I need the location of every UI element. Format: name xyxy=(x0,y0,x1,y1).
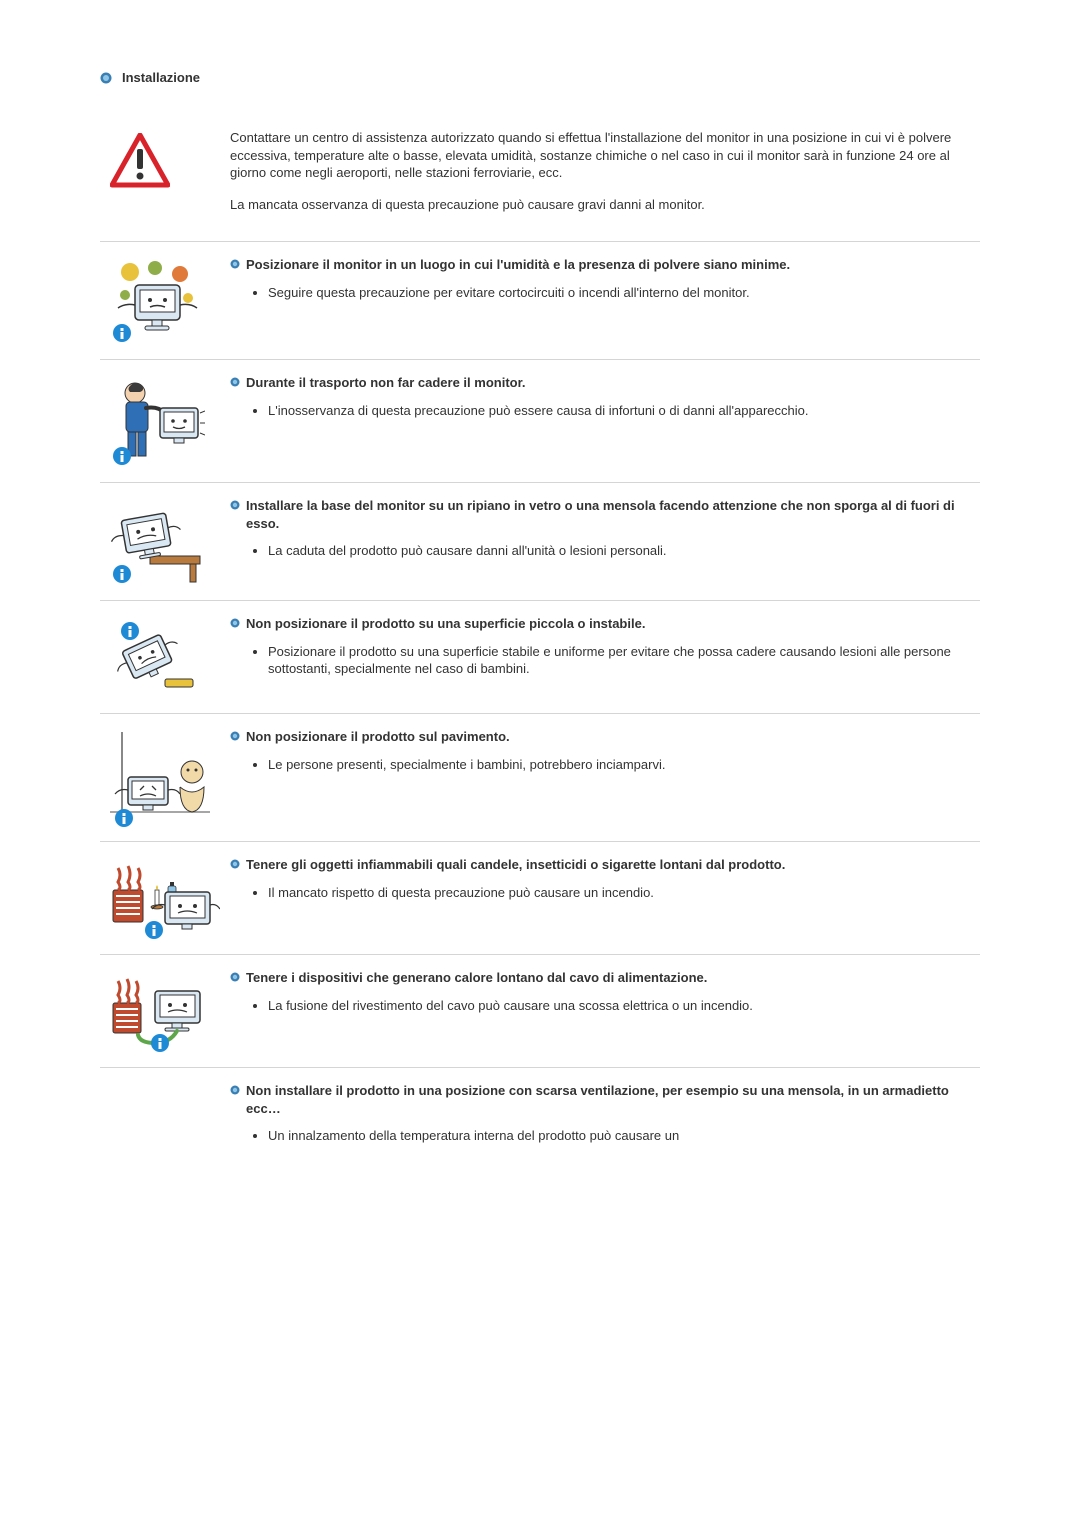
item-point: Seguire questa precauzione per evitare c… xyxy=(268,284,970,302)
item-point: La fusione del rivestimento del cavo può… xyxy=(268,997,970,1015)
illustration-placeholder xyxy=(100,1082,230,1151)
bullet-icon xyxy=(230,377,240,387)
bullet-icon xyxy=(230,500,240,510)
item-heading: Posizionare il monitor in un luogo in cu… xyxy=(230,256,970,274)
section-header: Installazione xyxy=(100,70,980,85)
illustration-flammable xyxy=(100,856,230,940)
item-points: Le persone presenti, specialmente i bamb… xyxy=(230,756,970,774)
item-text: Tenere i dispositivi che generano calore… xyxy=(230,969,980,1053)
item-point: Il mancato rispetto di questa precauzion… xyxy=(268,884,970,902)
item-text: Durante il trasporto non far cadere il m… xyxy=(230,374,980,468)
section-title: Installazione xyxy=(122,70,200,85)
item-row: Posizionare il monitor in un luogo in cu… xyxy=(100,242,980,360)
item-row: Non posizionare il prodotto sul paviment… xyxy=(100,714,980,842)
item-point: Un innalzamento della temperatura intern… xyxy=(268,1127,970,1145)
item-points: L'inosservanza di questa precauzione può… xyxy=(230,402,970,420)
item-heading: Tenere i dispositivi che generano calore… xyxy=(230,969,970,987)
item-heading-text: Tenere i dispositivi che generano calore… xyxy=(246,969,970,987)
intro-row: Contattare un centro di assistenza autor… xyxy=(100,115,980,242)
item-points: Un innalzamento della temperatura intern… xyxy=(230,1127,970,1145)
item-row: Non installare il prodotto in una posizi… xyxy=(100,1068,980,1165)
page-container: Installazione Contattare un centro di as… xyxy=(0,0,1080,1205)
item-points: Seguire questa precauzione per evitare c… xyxy=(230,284,970,302)
item-text: Non installare il prodotto in una posizi… xyxy=(230,1082,980,1151)
warning-icon xyxy=(100,129,230,227)
item-point: Le persone presenti, specialmente i bamb… xyxy=(268,756,970,774)
bullet-icon xyxy=(230,859,240,869)
illustration-shelf-overhang xyxy=(100,497,230,586)
bullet-icon xyxy=(230,259,240,269)
item-heading: Installare la base del monitor su un rip… xyxy=(230,497,970,532)
header-bullet-icon xyxy=(100,72,112,84)
item-heading-text: Installare la base del monitor su un rip… xyxy=(246,497,970,532)
illustration-heat-cord xyxy=(100,969,230,1053)
item-point: La caduta del prodotto può causare danni… xyxy=(268,542,970,560)
item-points: La caduta del prodotto può causare danni… xyxy=(230,542,970,560)
item-heading: Non installare il prodotto in una posizi… xyxy=(230,1082,970,1117)
item-text: Non posizionare il prodotto sul paviment… xyxy=(230,728,980,827)
item-heading: Non posizionare il prodotto su una super… xyxy=(230,615,970,633)
item-row: Non posizionare il prodotto su una super… xyxy=(100,601,980,714)
bullet-icon xyxy=(230,618,240,628)
item-text: Tenere gli oggetti infiammabili quali ca… xyxy=(230,856,980,940)
illustration-floor-trip xyxy=(100,728,230,827)
bullet-icon xyxy=(230,731,240,741)
bullet-icon xyxy=(230,1085,240,1095)
bullet-icon xyxy=(230,972,240,982)
item-text: Installare la base del monitor su un rip… xyxy=(230,497,980,586)
item-point: Posizionare il prodotto su una superfici… xyxy=(268,643,970,678)
item-heading-text: Non posizionare il prodotto sul paviment… xyxy=(246,728,970,746)
item-row: Installare la base del monitor su un rip… xyxy=(100,483,980,601)
illustration-dust-humidity xyxy=(100,256,230,345)
item-heading-text: Tenere gli oggetti infiammabili quali ca… xyxy=(246,856,970,874)
item-text: Non posizionare il prodotto su una super… xyxy=(230,615,980,699)
intro-text: Contattare un centro di assistenza autor… xyxy=(230,129,980,227)
illustration-transport-drop xyxy=(100,374,230,468)
item-heading-text: Durante il trasporto non far cadere il m… xyxy=(246,374,970,392)
item-heading: Durante il trasporto non far cadere il m… xyxy=(230,374,970,392)
item-point: L'inosservanza di questa precauzione può… xyxy=(268,402,970,420)
item-points: Posizionare il prodotto su una superfici… xyxy=(230,643,970,678)
item-heading-text: Non installare il prodotto in una posizi… xyxy=(246,1082,970,1117)
item-heading: Tenere gli oggetti infiammabili quali ca… xyxy=(230,856,970,874)
intro-paragraph-2: La mancata osservanza di questa precauzi… xyxy=(230,196,970,214)
intro-paragraph-1: Contattare un centro di assistenza autor… xyxy=(230,129,970,182)
illustration-unstable-surface xyxy=(100,615,230,699)
item-text: Posizionare il monitor in un luogo in cu… xyxy=(230,256,980,345)
item-row: Tenere gli oggetti infiammabili quali ca… xyxy=(100,842,980,955)
item-heading-text: Posizionare il monitor in un luogo in cu… xyxy=(246,256,970,274)
item-points: La fusione del rivestimento del cavo può… xyxy=(230,997,970,1015)
item-row: Tenere i dispositivi che generano calore… xyxy=(100,955,980,1068)
item-heading: Non posizionare il prodotto sul paviment… xyxy=(230,728,970,746)
item-points: Il mancato rispetto di questa precauzion… xyxy=(230,884,970,902)
item-row: Durante il trasporto non far cadere il m… xyxy=(100,360,980,483)
item-heading-text: Non posizionare il prodotto su una super… xyxy=(246,615,970,633)
